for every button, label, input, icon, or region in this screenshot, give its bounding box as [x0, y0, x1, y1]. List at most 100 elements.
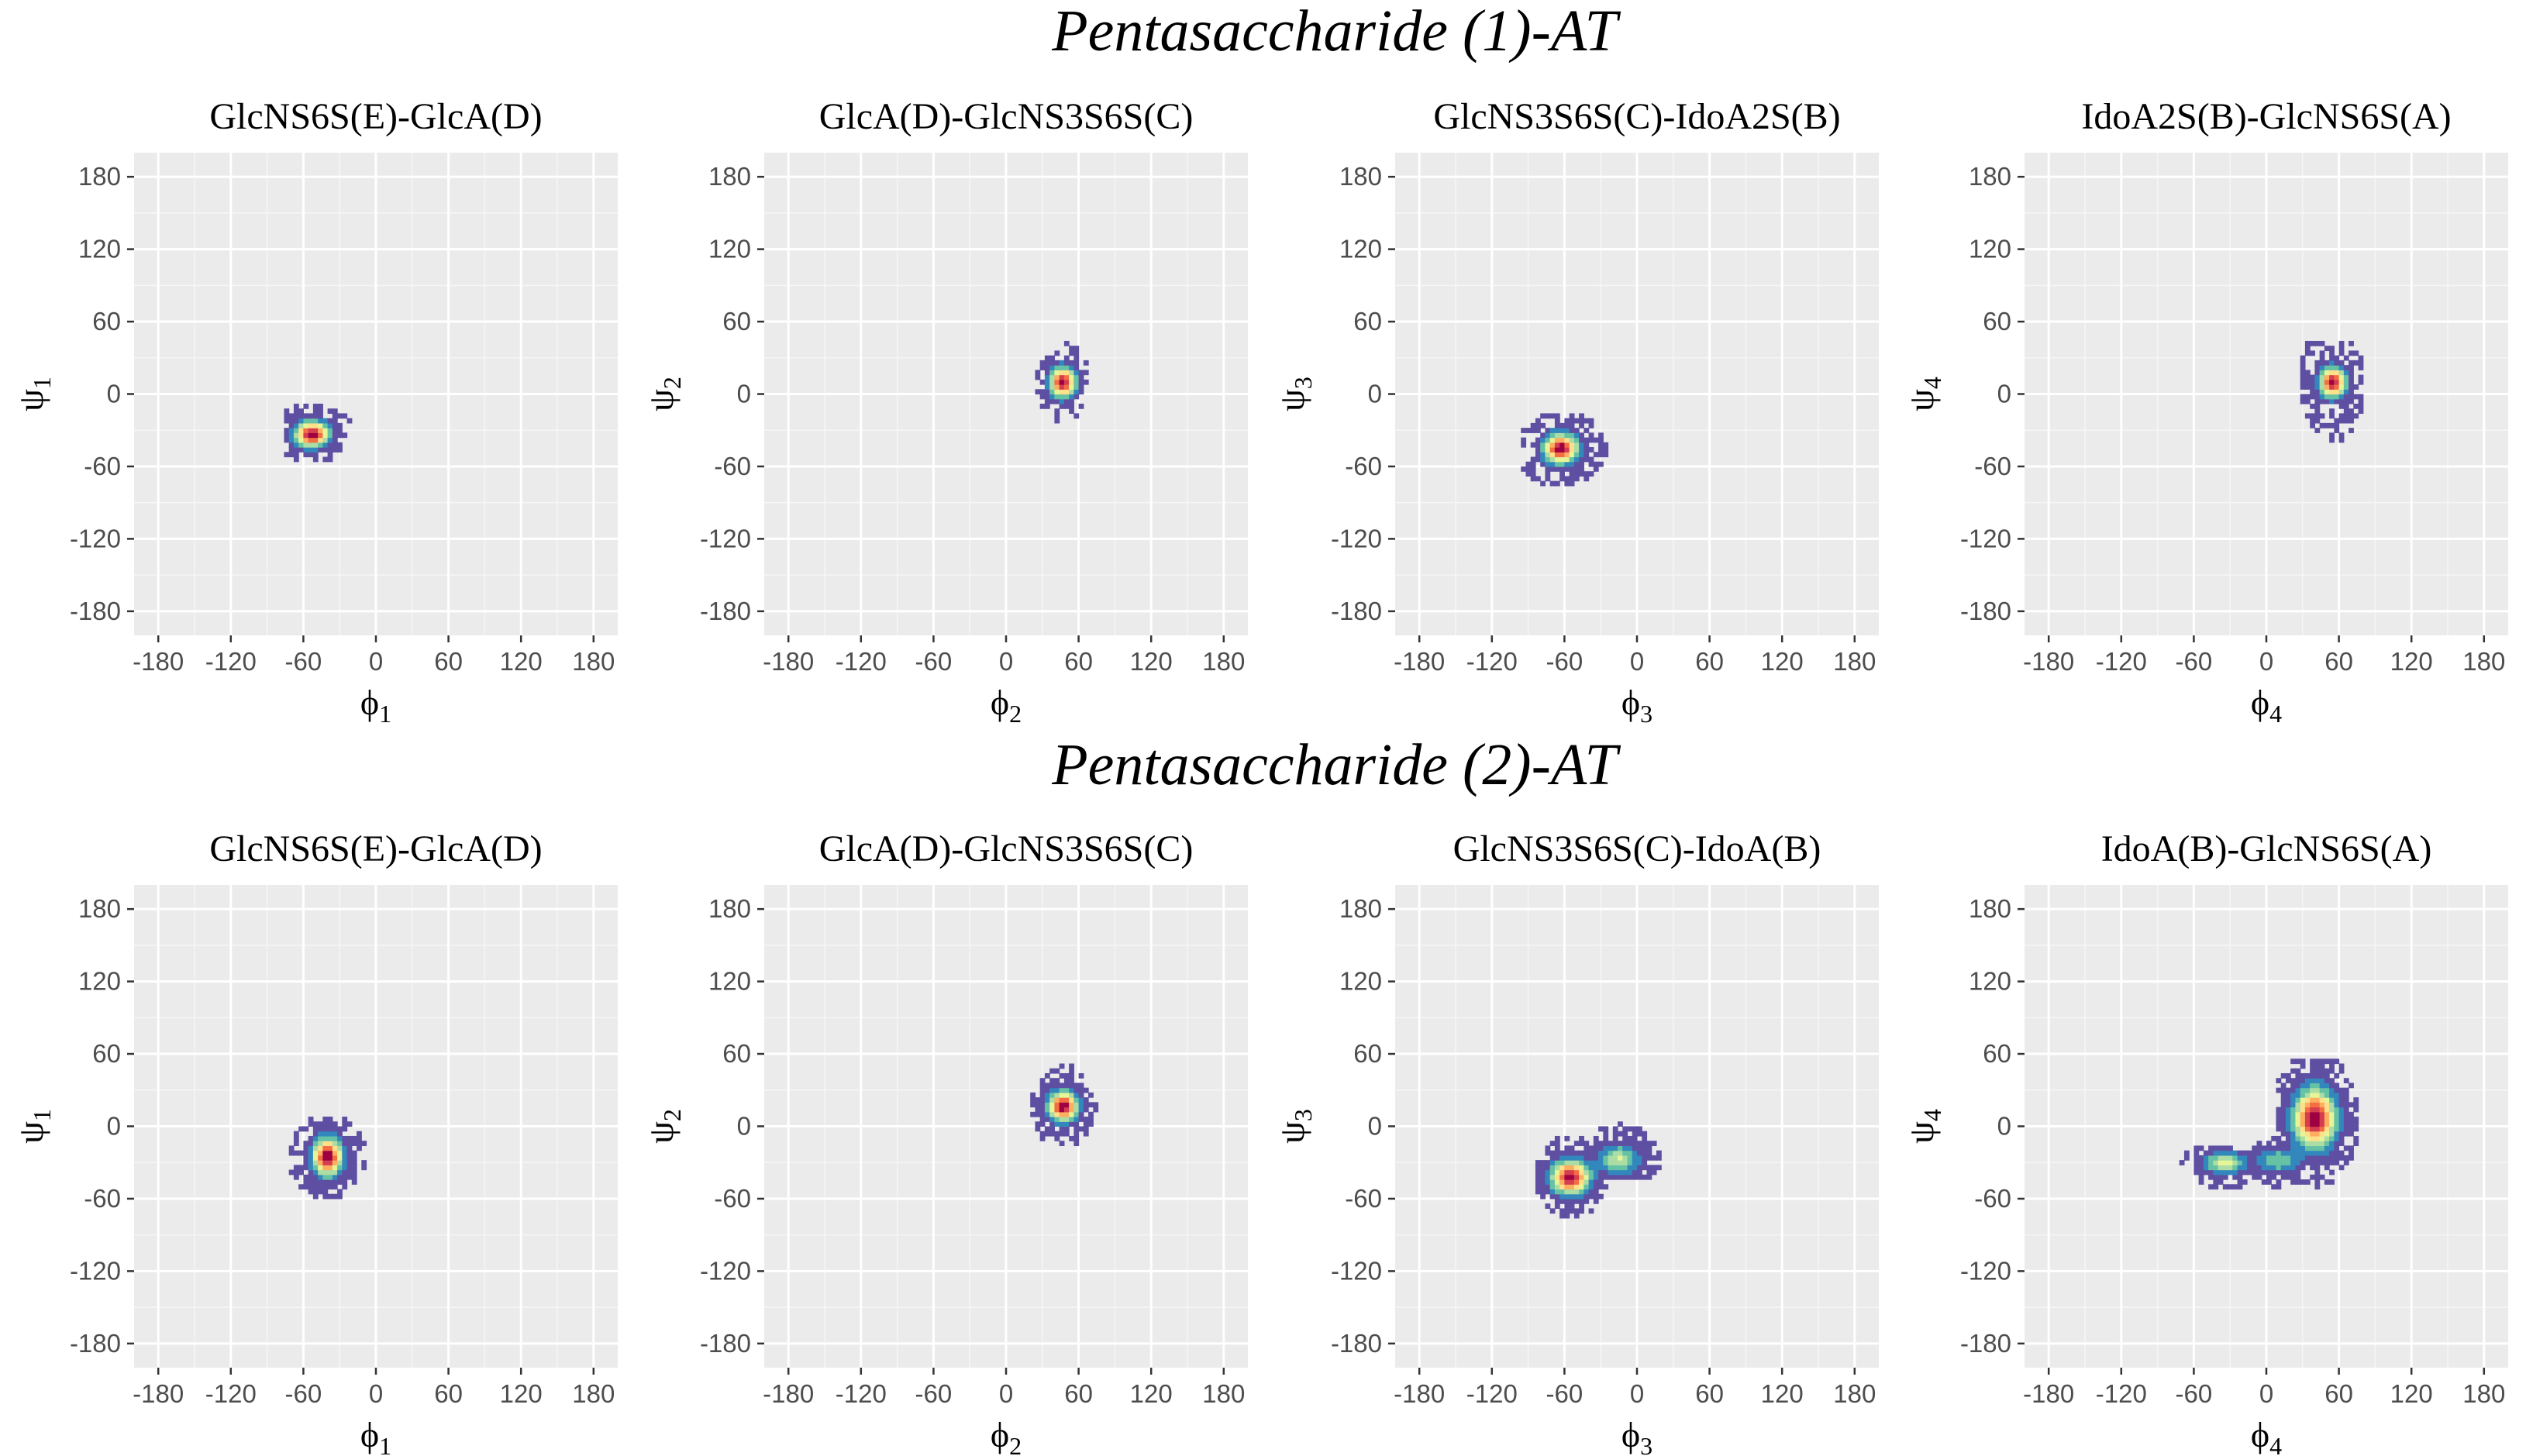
- density-bin: [1535, 418, 1541, 424]
- density-bin: [2329, 355, 2335, 361]
- density-bin: [1588, 447, 1594, 453]
- x-tick-label: -180: [133, 647, 184, 676]
- density-bin: [351, 1160, 357, 1165]
- density-bin: [1559, 1179, 1565, 1185]
- density-bin: [2343, 1117, 2349, 1122]
- x-tick-label: 120: [1130, 1379, 1173, 1408]
- density-bin: [1054, 1097, 1060, 1103]
- density-bin: [1608, 1150, 1614, 1156]
- density-bin: [293, 1135, 299, 1141]
- density-bin: [2334, 1092, 2340, 1098]
- density-bin: [327, 1150, 333, 1156]
- density-bin: [1603, 442, 1609, 448]
- x-tick-label: -60: [2176, 647, 2213, 676]
- density-bin: [303, 418, 309, 424]
- density-bin: [1545, 466, 1551, 472]
- density-bin: [2324, 374, 2330, 380]
- x-axis-label: ϕ1: [360, 1415, 391, 1456]
- density-bin: [2343, 1145, 2349, 1151]
- density-bin: [1622, 1160, 1628, 1165]
- density-bin: [1569, 1208, 1575, 1214]
- y-tick-label: -120: [1331, 1256, 1382, 1285]
- density-bin: [2183, 1155, 2190, 1161]
- density-bin: [2338, 374, 2345, 380]
- x-tick-label: -180: [763, 1379, 814, 1408]
- density-bin: [1559, 437, 1565, 443]
- density-bin: [2304, 1111, 2311, 1117]
- density-bin: [2329, 370, 2335, 376]
- density-bin: [2300, 374, 2306, 380]
- density-bin: [2310, 1102, 2315, 1108]
- density-bin: [2329, 394, 2335, 400]
- density-bin: [293, 442, 299, 448]
- density-bin: [1554, 428, 1560, 433]
- density-bin: [2349, 1083, 2354, 1089]
- density-bin: [1530, 461, 1536, 467]
- density-bin: [2300, 1121, 2306, 1127]
- density-bin: [2314, 1179, 2321, 1185]
- density-bin: [1564, 1198, 1570, 1204]
- density-bin: [2324, 360, 2330, 366]
- density-bin: [1588, 1208, 1594, 1214]
- density-bin: [322, 1126, 329, 1132]
- density-bin: [1535, 456, 1541, 463]
- density-bin: [2237, 1155, 2243, 1161]
- density-bin: [284, 428, 290, 433]
- density-bin: [1521, 442, 1527, 448]
- density-bin: [2261, 1155, 2267, 1161]
- x-tick-label: -120: [836, 647, 887, 676]
- y-tick-label: -180: [700, 597, 751, 625]
- density-bin: [2310, 1174, 2315, 1180]
- density-bin: [2203, 1165, 2209, 1171]
- density-bin: [1530, 466, 1536, 472]
- density-bin: [1063, 1097, 1070, 1103]
- density-bin: [1054, 398, 1060, 404]
- x-tick-label: -60: [1546, 1379, 1583, 1408]
- density-bin: [327, 456, 333, 463]
- density-bin: [2295, 1117, 2301, 1122]
- density-bin: [1069, 1107, 1074, 1113]
- density-bin: [1069, 350, 1074, 356]
- density-bin: [2228, 1184, 2233, 1190]
- density-bin: [1540, 456, 1546, 463]
- density-bin: [308, 1155, 314, 1161]
- density-bin: [2319, 360, 2325, 366]
- density-bin: [351, 1150, 357, 1156]
- density-bin: [2334, 1102, 2340, 1108]
- density-bin: [1545, 447, 1551, 453]
- density-bin: [2329, 346, 2335, 352]
- x-tick-label: 180: [1202, 1379, 1245, 1408]
- density-bin: [1598, 452, 1604, 458]
- density-bin: [2319, 1092, 2325, 1098]
- density-bin: [1593, 437, 1599, 443]
- density-bin: [2349, 1155, 2354, 1161]
- density-bin: [2232, 1174, 2238, 1180]
- density-bin: [1559, 1174, 1565, 1180]
- density-bin: [1603, 1131, 1609, 1137]
- density-bin: [1073, 1102, 1080, 1108]
- density-bin: [2300, 1165, 2306, 1171]
- density-bin: [2193, 1150, 2200, 1156]
- density-bin: [2349, 340, 2354, 346]
- density-bin: [2300, 1097, 2306, 1103]
- density-bin: [312, 432, 319, 439]
- density-bin: [2280, 1150, 2286, 1156]
- density-bin: [2310, 403, 2315, 409]
- density-bin: [1608, 1165, 1614, 1171]
- density-bin: [1049, 394, 1055, 400]
- density-bin: [1569, 1160, 1575, 1165]
- density-bin: [2256, 1150, 2262, 1156]
- density-bin: [2247, 1160, 2252, 1165]
- density-bin: [2285, 1160, 2291, 1165]
- density-bin: [2261, 1160, 2267, 1165]
- density-bin: [332, 437, 338, 443]
- density-bin: [1569, 1189, 1575, 1195]
- density-bin: [1564, 447, 1570, 453]
- density-bin: [2295, 1135, 2301, 1141]
- density-bin: [1646, 1174, 1652, 1180]
- density-bin: [1603, 1126, 1609, 1132]
- density-bin: [2208, 1145, 2214, 1151]
- density-bin: [322, 1169, 329, 1175]
- density-bin: [2319, 1097, 2325, 1103]
- density-bin: [337, 428, 343, 433]
